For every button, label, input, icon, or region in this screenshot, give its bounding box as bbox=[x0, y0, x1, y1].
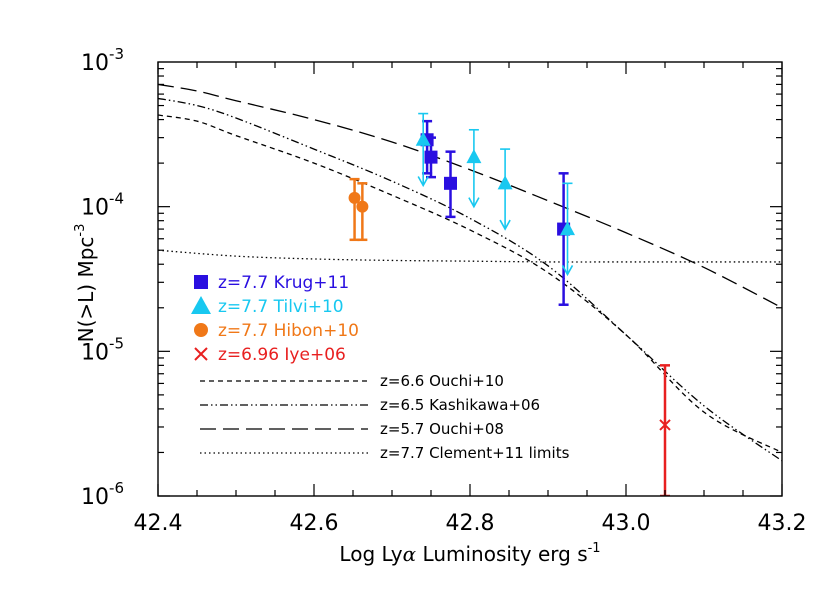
y-tick-label-exponent: -6 bbox=[109, 479, 124, 497]
line-z-6-5-kashikawa-06 bbox=[158, 97, 782, 462]
marker-z-7-7-tilvi-10-2 bbox=[497, 175, 513, 190]
legend-label-z-6-96-iye-06: z=6.96 Iye+06 bbox=[218, 345, 346, 365]
legend-marker-z-6-96-iye-06 bbox=[194, 347, 208, 361]
line-z-7-7-clement-11-limits bbox=[158, 249, 782, 263]
upper-limit-arrow-z-7-7-tilvi-10-3 bbox=[561, 265, 574, 277]
x-tick-label-42-4: 42.4 bbox=[134, 511, 183, 536]
y-tick-label-4: 10-4 bbox=[81, 190, 124, 221]
legend-label-z-7-7-tilvi-10: z=7.7 Tilvi+10 bbox=[218, 297, 344, 317]
x-axis-title-suffix: Luminosity erg s bbox=[416, 542, 587, 566]
marker-z-7-7-tilvi-10-1 bbox=[466, 149, 482, 164]
legend-label-z-7-7-krug-11: z=7.7 Krug+11 bbox=[218, 273, 349, 293]
legend-marker-z-7-7-krug-11 bbox=[194, 275, 208, 289]
marker-z-7-7-hibon-10-1 bbox=[356, 200, 369, 213]
x-axis-title: Log Lyα Luminosity erg s-1 bbox=[339, 541, 600, 566]
legend-label-z-7-7-clement-11-limits: z=7.7 Clement+11 limits bbox=[380, 444, 570, 462]
upper-limit-arrow-z-7-7-tilvi-10-0 bbox=[417, 176, 429, 188]
y-tick-label-base: 10 bbox=[81, 196, 109, 221]
y-tick-label-exponent: -3 bbox=[109, 45, 124, 63]
y-tick-label-5: 10-5 bbox=[81, 334, 124, 365]
axis-ticks: 42.4 42.6 42.8 43.0 43.210-310-410-510-6 bbox=[81, 45, 806, 536]
x-axis-title-exponent: -1 bbox=[588, 541, 601, 556]
marker-z-6-96-iye-06-0 bbox=[659, 419, 671, 431]
y-tick-label-exponent: -4 bbox=[109, 190, 124, 208]
y-tick-label-3: 10-3 bbox=[81, 45, 124, 76]
x-tick-label-42-8: 42.8 bbox=[446, 511, 495, 536]
marker-z-7-7-tilvi-10-3 bbox=[560, 221, 575, 236]
legend: z=7.7 Krug+11 z=7.7 Tilvi+10 z=7.7 Hibon+1… bbox=[191, 273, 570, 462]
x-axis-title-prefix: Log Ly bbox=[339, 542, 402, 566]
x-tick-label-43-2: 43.2 bbox=[758, 511, 807, 536]
y-tick-label-exponent: -5 bbox=[109, 334, 124, 352]
legend-marker-z-7-7-hibon-10 bbox=[194, 323, 208, 337]
y-axis-title-exponent: -3 bbox=[73, 224, 88, 237]
upper-limit-arrow-z-7-7-tilvi-10-2 bbox=[499, 219, 511, 231]
legend-label-z-6-6-ouchi-10: z=6.6 Ouchi+10 bbox=[380, 372, 504, 390]
x-tick-label-42-6: 42.6 bbox=[290, 511, 339, 536]
line-z-6-6-ouchi-10 bbox=[158, 114, 782, 454]
legend-marker-z-7-7-tilvi-10 bbox=[191, 296, 211, 314]
legend-label-z-6-5-kashikawa-06: z=6.5 Kashikawa+06 bbox=[380, 396, 540, 414]
y-axis-title-main: N(>L) Mpc bbox=[74, 237, 98, 343]
y-tick-label-6: 10-6 bbox=[81, 479, 124, 510]
marker-z-7-7-tilvi-10-0 bbox=[415, 131, 431, 146]
marker-z-7-7-krug-11-1 bbox=[424, 150, 438, 164]
y-tick-label-base: 10 bbox=[81, 340, 109, 365]
upper-limit-arrow-z-7-7-tilvi-10-1 bbox=[468, 197, 480, 209]
x-tick-label-43-0: 43.0 bbox=[602, 511, 651, 536]
data-points bbox=[348, 112, 671, 496]
y-tick-label-base: 10 bbox=[81, 51, 109, 76]
marker-z-7-7-krug-11-2 bbox=[444, 176, 457, 190]
legend-label-z-7-7-hibon-10: z=7.7 Hibon+10 bbox=[218, 321, 359, 341]
x-axis-title-greek: α bbox=[403, 542, 417, 566]
y-axis-title: N(>L) Mpc-3 bbox=[73, 224, 98, 343]
marker-z-7-7-hibon-10-0 bbox=[348, 191, 361, 204]
legend-label-z-5-7-ouchi-08: z=5.7 Ouchi+08 bbox=[380, 420, 504, 438]
y-tick-label-base: 10 bbox=[81, 485, 109, 510]
